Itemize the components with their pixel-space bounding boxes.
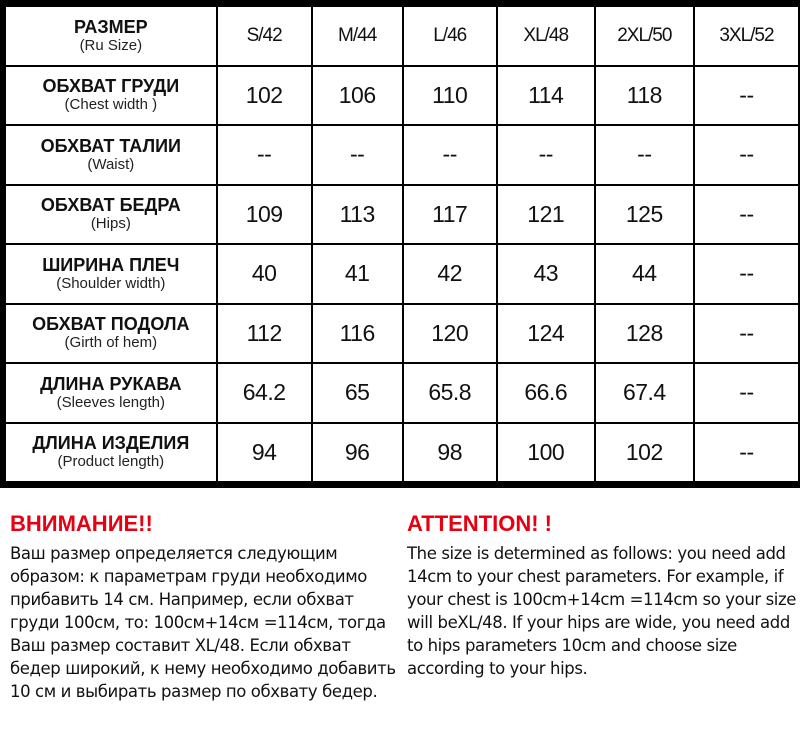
value-cell: -- [692,64,800,126]
value-cell: -- [310,124,404,186]
table-row: ОБХВАТ ТАЛИИ (Waist) -- -- -- -- -- -- [4,124,800,186]
value-cell: 125 [593,183,695,245]
value-cell: 113 [310,183,404,245]
row-label-cell: ОБХВАТ ГРУДИ (Chest width ) [4,64,218,126]
value-cell: -- [593,124,695,186]
table-row: ДЛИНА ИЗДЕЛИЯ (Product length) 94 96 98 100 10… [4,421,800,483]
row-label-en: (Girth of hem) [64,334,158,352]
value-cell: 112 [215,302,313,364]
header-en: (Ru Size) [79,36,143,54]
value-cell: -- [692,243,800,305]
table-header-row: РАЗМЕР (Ru Size) S/42 M/44 L/46 XL/48 2XL/50… [4,5,800,67]
row-label-ru: ОБХВАТ БЕДРА [40,195,181,216]
size-header: M/44 [310,5,404,67]
value-cell: -- [215,124,313,186]
value-cell: -- [401,124,498,186]
value-cell: 40 [215,243,313,305]
size-chart-table: РАЗМЕР (Ru Size) S/42 M/44 L/46 XL/48 2XL/50… [4,5,800,483]
row-label-ru: ОБХВАТ ПОДОЛА [32,314,190,335]
table-row: ОБХВАТ БЕДРА (Hips) 109 113 117 121 125 -- [4,183,800,245]
row-label-cell: ДЛИНА ИЗДЕЛИЯ (Product length) [4,421,218,483]
row-label-cell: ОБХВАТ ПОДОЛА (Girth of hem) [4,302,218,364]
row-label-cell: ОБХВАТ ТАЛИИ (Waist) [4,124,218,186]
header-label-cell: РАЗМЕР (Ru Size) [4,5,218,67]
value-cell: 42 [401,243,498,305]
value-cell: -- [692,183,800,245]
note-en: ATTENTION! ! The size is determined as f… [407,510,797,680]
size-header: XL/48 [495,5,596,67]
row-label-en: (Chest width ) [64,96,158,114]
value-cell: 94 [215,421,313,483]
value-cell: 43 [495,243,596,305]
row-label-ru: ШИРИНА ПЛЕЧ [42,254,180,275]
value-cell: 66.6 [495,362,596,424]
table-row: ОБХВАТ ГРУДИ (Chest width ) 102 106 110 114 11… [4,64,800,126]
value-cell: 118 [593,64,695,126]
value-cell: -- [692,302,800,364]
table-row: ШИРИНА ПЛЕЧ (Shoulder width) 40 41 42 43 44 -- [4,243,800,305]
value-cell: 96 [310,421,404,483]
value-cell: 102 [593,421,695,483]
value-cell: 67.4 [593,362,695,424]
table-row: ОБХВАТ ПОДОЛА (Girth of hem) 112 116 120 124 1… [4,302,800,364]
value-cell: -- [692,421,800,483]
row-label-en: (Product length) [57,453,165,471]
size-header: 2XL/50 [593,5,695,67]
value-cell: 120 [401,302,498,364]
row-label-en: (Shoulder width) [56,274,166,292]
value-cell: 109 [215,183,313,245]
row-label-cell: ШИРИНА ПЛЕЧ (Shoulder width) [4,243,218,305]
value-cell: 65.8 [401,362,498,424]
row-label-ru: ДЛИНА ИЗДЕЛИЯ [32,433,190,454]
value-cell: -- [692,362,800,424]
row-label-cell: ДЛИНА РУКАВА (Sleeves length) [4,362,218,424]
value-cell: 114 [495,64,596,126]
value-cell: 110 [401,64,498,126]
value-cell: 124 [495,302,596,364]
row-label-en: (Sleeves length) [56,393,166,411]
value-cell: 100 [495,421,596,483]
table-row: ДЛИНА РУКАВА (Sleeves length) 64.2 65 65.8 66… [4,362,800,424]
note-ru-title: ВНИМАНИЕ!! [10,511,153,536]
row-label-ru: ОБХВАТ ГРУДИ [42,76,180,97]
value-cell: 44 [593,243,695,305]
value-cell: 65 [310,362,404,424]
value-cell: 98 [401,421,498,483]
row-label-ru: ОБХВАТ ТАЛИИ [40,135,181,156]
value-cell: 116 [310,302,404,364]
value-cell: 106 [310,64,404,126]
note-en-text: The size is determined as follows: you n… [407,544,796,678]
size-header: L/46 [401,5,498,67]
row-label-en: (Hips) [90,215,131,233]
value-cell: 121 [495,183,596,245]
value-cell: -- [495,124,596,186]
value-cell: 64.2 [215,362,313,424]
row-label-ru: ДЛИНА РУКАВА [40,373,182,394]
value-cell: 117 [401,183,498,245]
size-header: 3XL/52 [692,5,800,67]
value-cell: 102 [215,64,313,126]
note-ru-text: Ваш размер определяется следующим образо… [10,544,396,701]
header-ru: РАЗМЕР [73,16,148,37]
size-header: S/42 [215,5,313,67]
note-ru: ВНИМАНИЕ!! Ваш размер определяется следу… [10,510,400,703]
note-en-title: ATTENTION! ! [407,511,553,536]
value-cell: 41 [310,243,404,305]
row-label-cell: ОБХВАТ БЕДРА (Hips) [4,183,218,245]
row-label-en: (Waist) [87,155,135,173]
value-cell: -- [692,124,800,186]
value-cell: 128 [593,302,695,364]
